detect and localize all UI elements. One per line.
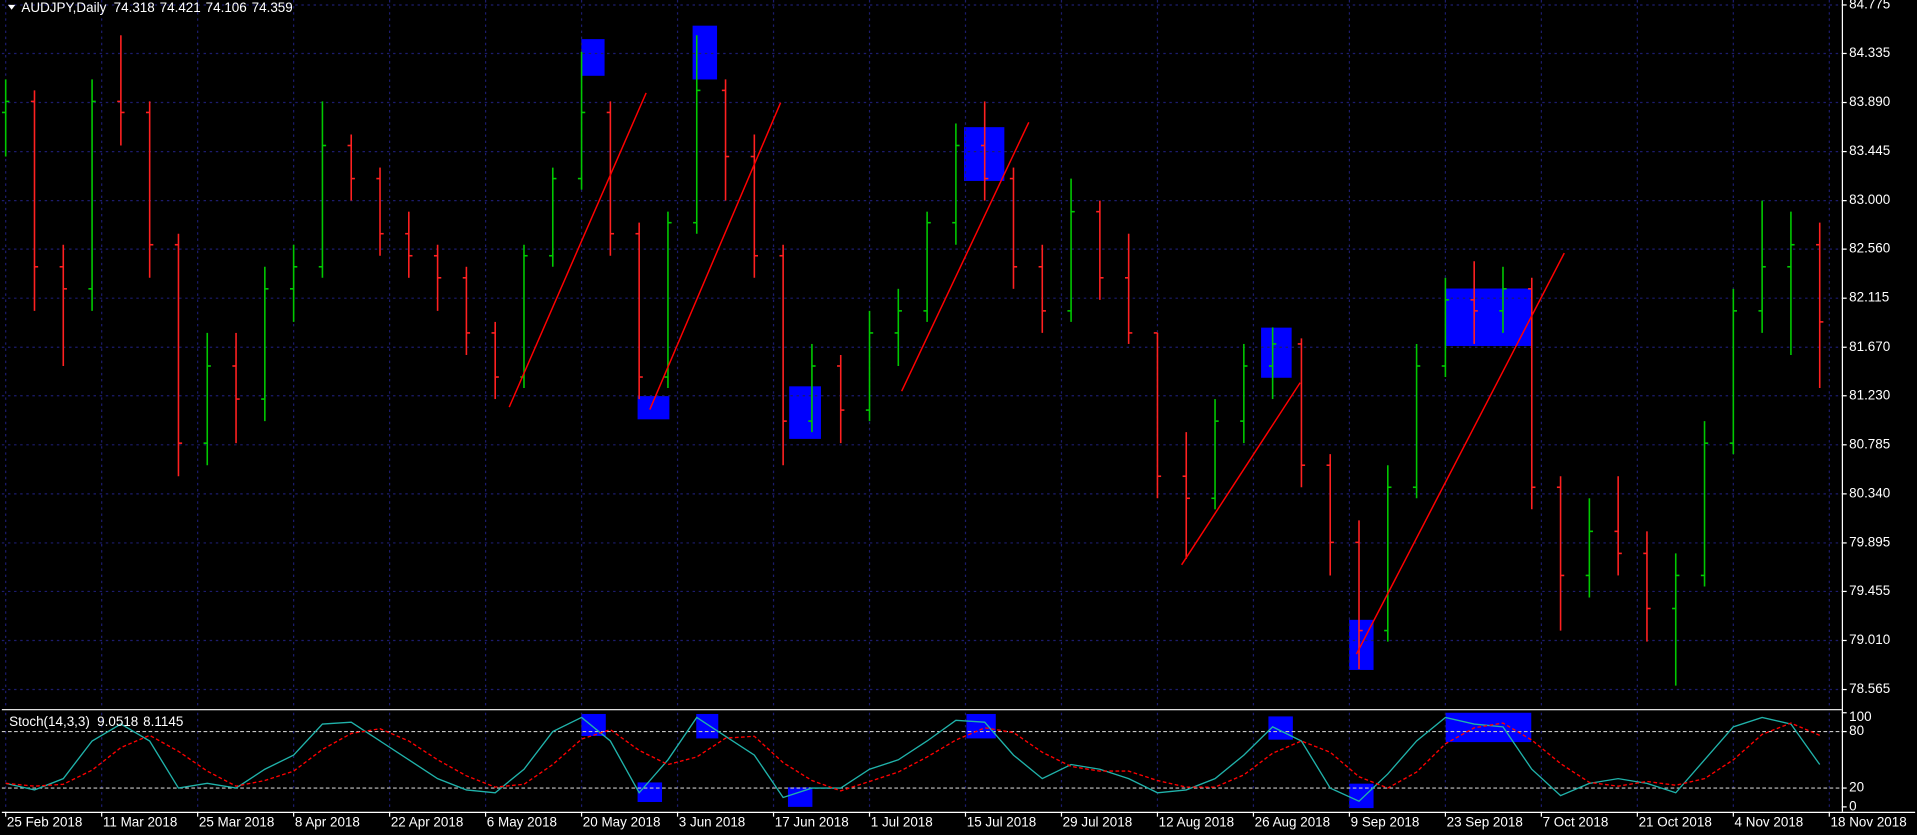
y-tick-label: 78.565 — [1849, 681, 1890, 696]
y-tick-label: 80.785 — [1849, 436, 1890, 451]
x-tick-label: 23 Sep 2018 — [1447, 814, 1523, 829]
highlight-box — [581, 713, 606, 736]
highlight-box — [787, 787, 813, 807]
highlight-box — [789, 386, 821, 439]
trend-lines — [508, 92, 1565, 655]
y-tick-label: 79.895 — [1849, 534, 1890, 549]
x-tick-label: 3 Jun 2018 — [679, 814, 745, 829]
highlight-box — [637, 782, 663, 802]
highlight-box — [966, 713, 996, 739]
chart-title: AUDJPY,Daily — [21, 0, 106, 15]
plot — [1, 0, 1842, 807]
highlight-box — [637, 396, 670, 420]
highlight-box — [696, 713, 719, 739]
y-tick-label: 100 — [1849, 709, 1871, 724]
y-tick-label: 80.340 — [1849, 485, 1890, 500]
y-tick-label: 81.670 — [1849, 339, 1890, 354]
readout-value: 9.0518 — [97, 714, 138, 729]
readout-value: 74.106 — [206, 0, 247, 15]
readout-value: 74.359 — [252, 0, 293, 15]
x-tick-label: 25 Feb 2018 — [7, 814, 82, 829]
x-tick-label: 21 Oct 2018 — [1639, 814, 1712, 829]
y-tick-label: 84.775 — [1849, 0, 1890, 12]
trend-line — [900, 121, 1030, 392]
y-tick-label: 83.445 — [1849, 143, 1890, 158]
trend-line — [1355, 252, 1565, 655]
stoch-line — [5, 716, 1821, 803]
x-tick-label: 6 May 2018 — [487, 814, 557, 829]
y-tick-label: 82.560 — [1849, 241, 1890, 256]
readout-value: 8.1145 — [143, 714, 183, 729]
x-tick-label: 29 Jul 2018 — [1063, 814, 1132, 829]
highlight-box — [1349, 783, 1374, 809]
y-tick-label: 83.000 — [1849, 192, 1890, 207]
y-tick-label: 0 — [1849, 798, 1856, 813]
x-tick-label: 11 Mar 2018 — [103, 814, 177, 829]
y-tick-label: 81.230 — [1849, 387, 1890, 402]
x-tick-label: 9 Sep 2018 — [1351, 814, 1420, 829]
x-tick-label: 22 Apr 2018 — [391, 814, 463, 829]
x-tick-label: 1 Jul 2018 — [871, 814, 933, 829]
x-tick-label: 17 Jun 2018 — [775, 814, 849, 829]
menu-arrow[interactable] — [7, 4, 16, 10]
highlight-box — [1261, 327, 1292, 378]
readout-value: 74.318 — [114, 0, 155, 15]
x-tick-label: 26 Aug 2018 — [1255, 814, 1330, 829]
highlight-box — [581, 39, 605, 76]
x-tick-label: 7 Oct 2018 — [1543, 814, 1609, 829]
y-tick-label: 80 — [1849, 723, 1864, 738]
trend-line — [649, 102, 782, 410]
x-tick-label: 4 Nov 2018 — [1735, 814, 1804, 829]
highlight-box — [1445, 288, 1532, 346]
highlight-box — [1445, 712, 1532, 743]
y-tick-label: 79.455 — [1849, 583, 1890, 598]
x-tick-label: 15 Jul 2018 — [967, 814, 1036, 829]
x-tick-label: 12 Aug 2018 — [1159, 814, 1234, 829]
x-tick-label: 8 Apr 2018 — [295, 814, 360, 829]
y-tick-label: 79.010 — [1849, 632, 1890, 647]
y-tick-label: 83.890 — [1849, 94, 1890, 109]
y-tick-label: 84.335 — [1849, 45, 1890, 60]
y-tick-label: 82.115 — [1849, 290, 1889, 305]
readout-value: 74.421 — [160, 0, 201, 15]
x-tick-label: 18 Nov 2018 — [1831, 814, 1907, 829]
indicator-title: Stoch(14,3,3) — [9, 714, 90, 729]
y-tick-label: 20 — [1849, 780, 1864, 795]
trend-line — [1181, 382, 1301, 566]
x-tick-label: 20 May 2018 — [583, 814, 661, 829]
x-tick-label: 25 Mar 2018 — [199, 814, 274, 829]
trend-line — [508, 92, 647, 408]
